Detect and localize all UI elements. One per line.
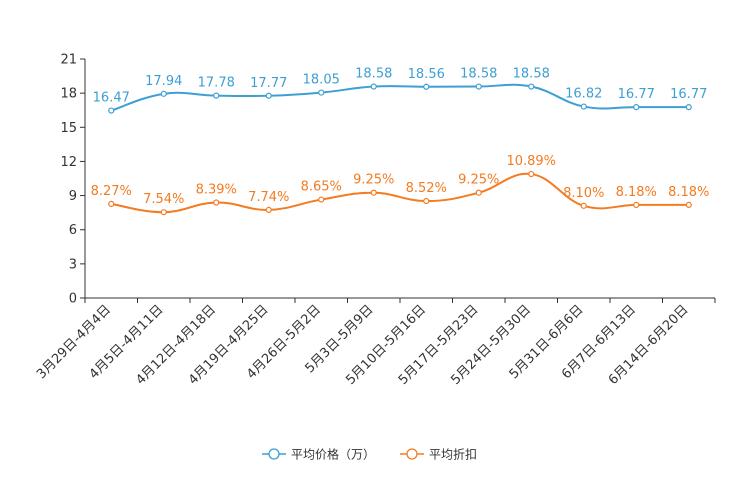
y-tick-label: 6 — [69, 223, 77, 238]
price-series-line — [110, 83, 689, 112]
price-series-data-label: 18.58 — [513, 67, 550, 82]
discount-series-data-label: 9.25% — [458, 173, 499, 188]
price-series-point[interactable] — [685, 104, 692, 111]
price-series-data-label: 18.05 — [303, 73, 340, 88]
discount-series-data-label: 8.52% — [406, 181, 447, 196]
price-series-data-label: 18.56 — [408, 67, 445, 82]
price-series-data-label: 17.77 — [250, 76, 287, 91]
legend-price-label[interactable]: 平均价格（万） — [291, 447, 375, 462]
price-series-point[interactable] — [160, 90, 167, 97]
discount-series-point[interactable] — [475, 189, 482, 196]
price-series-point[interactable] — [318, 89, 325, 96]
price-series-point[interactable] — [108, 107, 115, 114]
discount-series-point[interactable] — [423, 197, 430, 205]
discount-series-data-label: 8.18% — [668, 185, 709, 200]
price-series-point[interactable] — [265, 92, 272, 99]
discount-series-point[interactable] — [318, 196, 325, 203]
price-series-point[interactable] — [475, 83, 482, 90]
price-series-data-label: 16.47 — [93, 91, 130, 106]
price-series-data-label: 18.58 — [355, 67, 392, 82]
price-series-point[interactable] — [213, 92, 220, 99]
discount-series-point[interactable] — [633, 201, 640, 209]
y-tick-label: 0 — [69, 292, 77, 307]
price-series-data-label: 17.94 — [145, 74, 182, 89]
discount-series-data-label: 8.27% — [91, 184, 132, 199]
discount-series-point[interactable] — [160, 209, 167, 216]
price-series-data-label: 17.78 — [198, 76, 235, 91]
discount-series-point[interactable] — [580, 202, 587, 209]
legend-price-marker[interactable] — [268, 448, 280, 460]
price-series-data-label: 16.77 — [618, 87, 655, 102]
legend-discount-marker[interactable] — [406, 448, 418, 460]
price-series-point[interactable] — [370, 83, 377, 90]
y-tick-label: 18 — [60, 87, 77, 102]
price-series-data-label: 18.58 — [460, 67, 497, 82]
discount-series-data-label: 8.39% — [196, 183, 237, 198]
discount-series-data-label: 8.10% — [563, 186, 604, 201]
y-tick-label: 21 — [60, 53, 77, 68]
discount-series-point[interactable] — [685, 201, 692, 209]
discount-series-data-label: 7.54% — [143, 192, 184, 207]
legend-discount-label[interactable]: 平均折扣 — [429, 447, 477, 462]
price-series-point[interactable] — [423, 83, 430, 90]
discount-series-data-label: 10.89% — [506, 154, 556, 169]
discount-series-data-label: 9.25% — [353, 173, 394, 188]
y-tick-label: 12 — [60, 155, 77, 170]
price-series-data-label: 16.82 — [565, 87, 602, 102]
price-series-point[interactable] — [528, 83, 535, 90]
price-series-point[interactable] — [633, 104, 640, 111]
price-series-data-label: 16.77 — [670, 87, 707, 102]
discount-series-point[interactable] — [528, 170, 535, 178]
discount-series-data-label: 8.18% — [616, 185, 657, 200]
discount-series-point[interactable] — [370, 189, 377, 196]
discount-series-line — [111, 172, 689, 214]
discount-series-point[interactable] — [265, 206, 272, 214]
discount-series-point[interactable] — [213, 199, 220, 206]
y-tick-label: 15 — [60, 121, 77, 136]
discount-series-data-label: 7.74% — [248, 190, 289, 205]
y-tick-label: 9 — [69, 189, 77, 204]
discount-series-data-label: 8.65% — [301, 180, 342, 195]
y-tick-label: 3 — [69, 257, 77, 272]
price-series-point[interactable] — [580, 103, 587, 110]
discount-series-point[interactable] — [108, 200, 115, 207]
